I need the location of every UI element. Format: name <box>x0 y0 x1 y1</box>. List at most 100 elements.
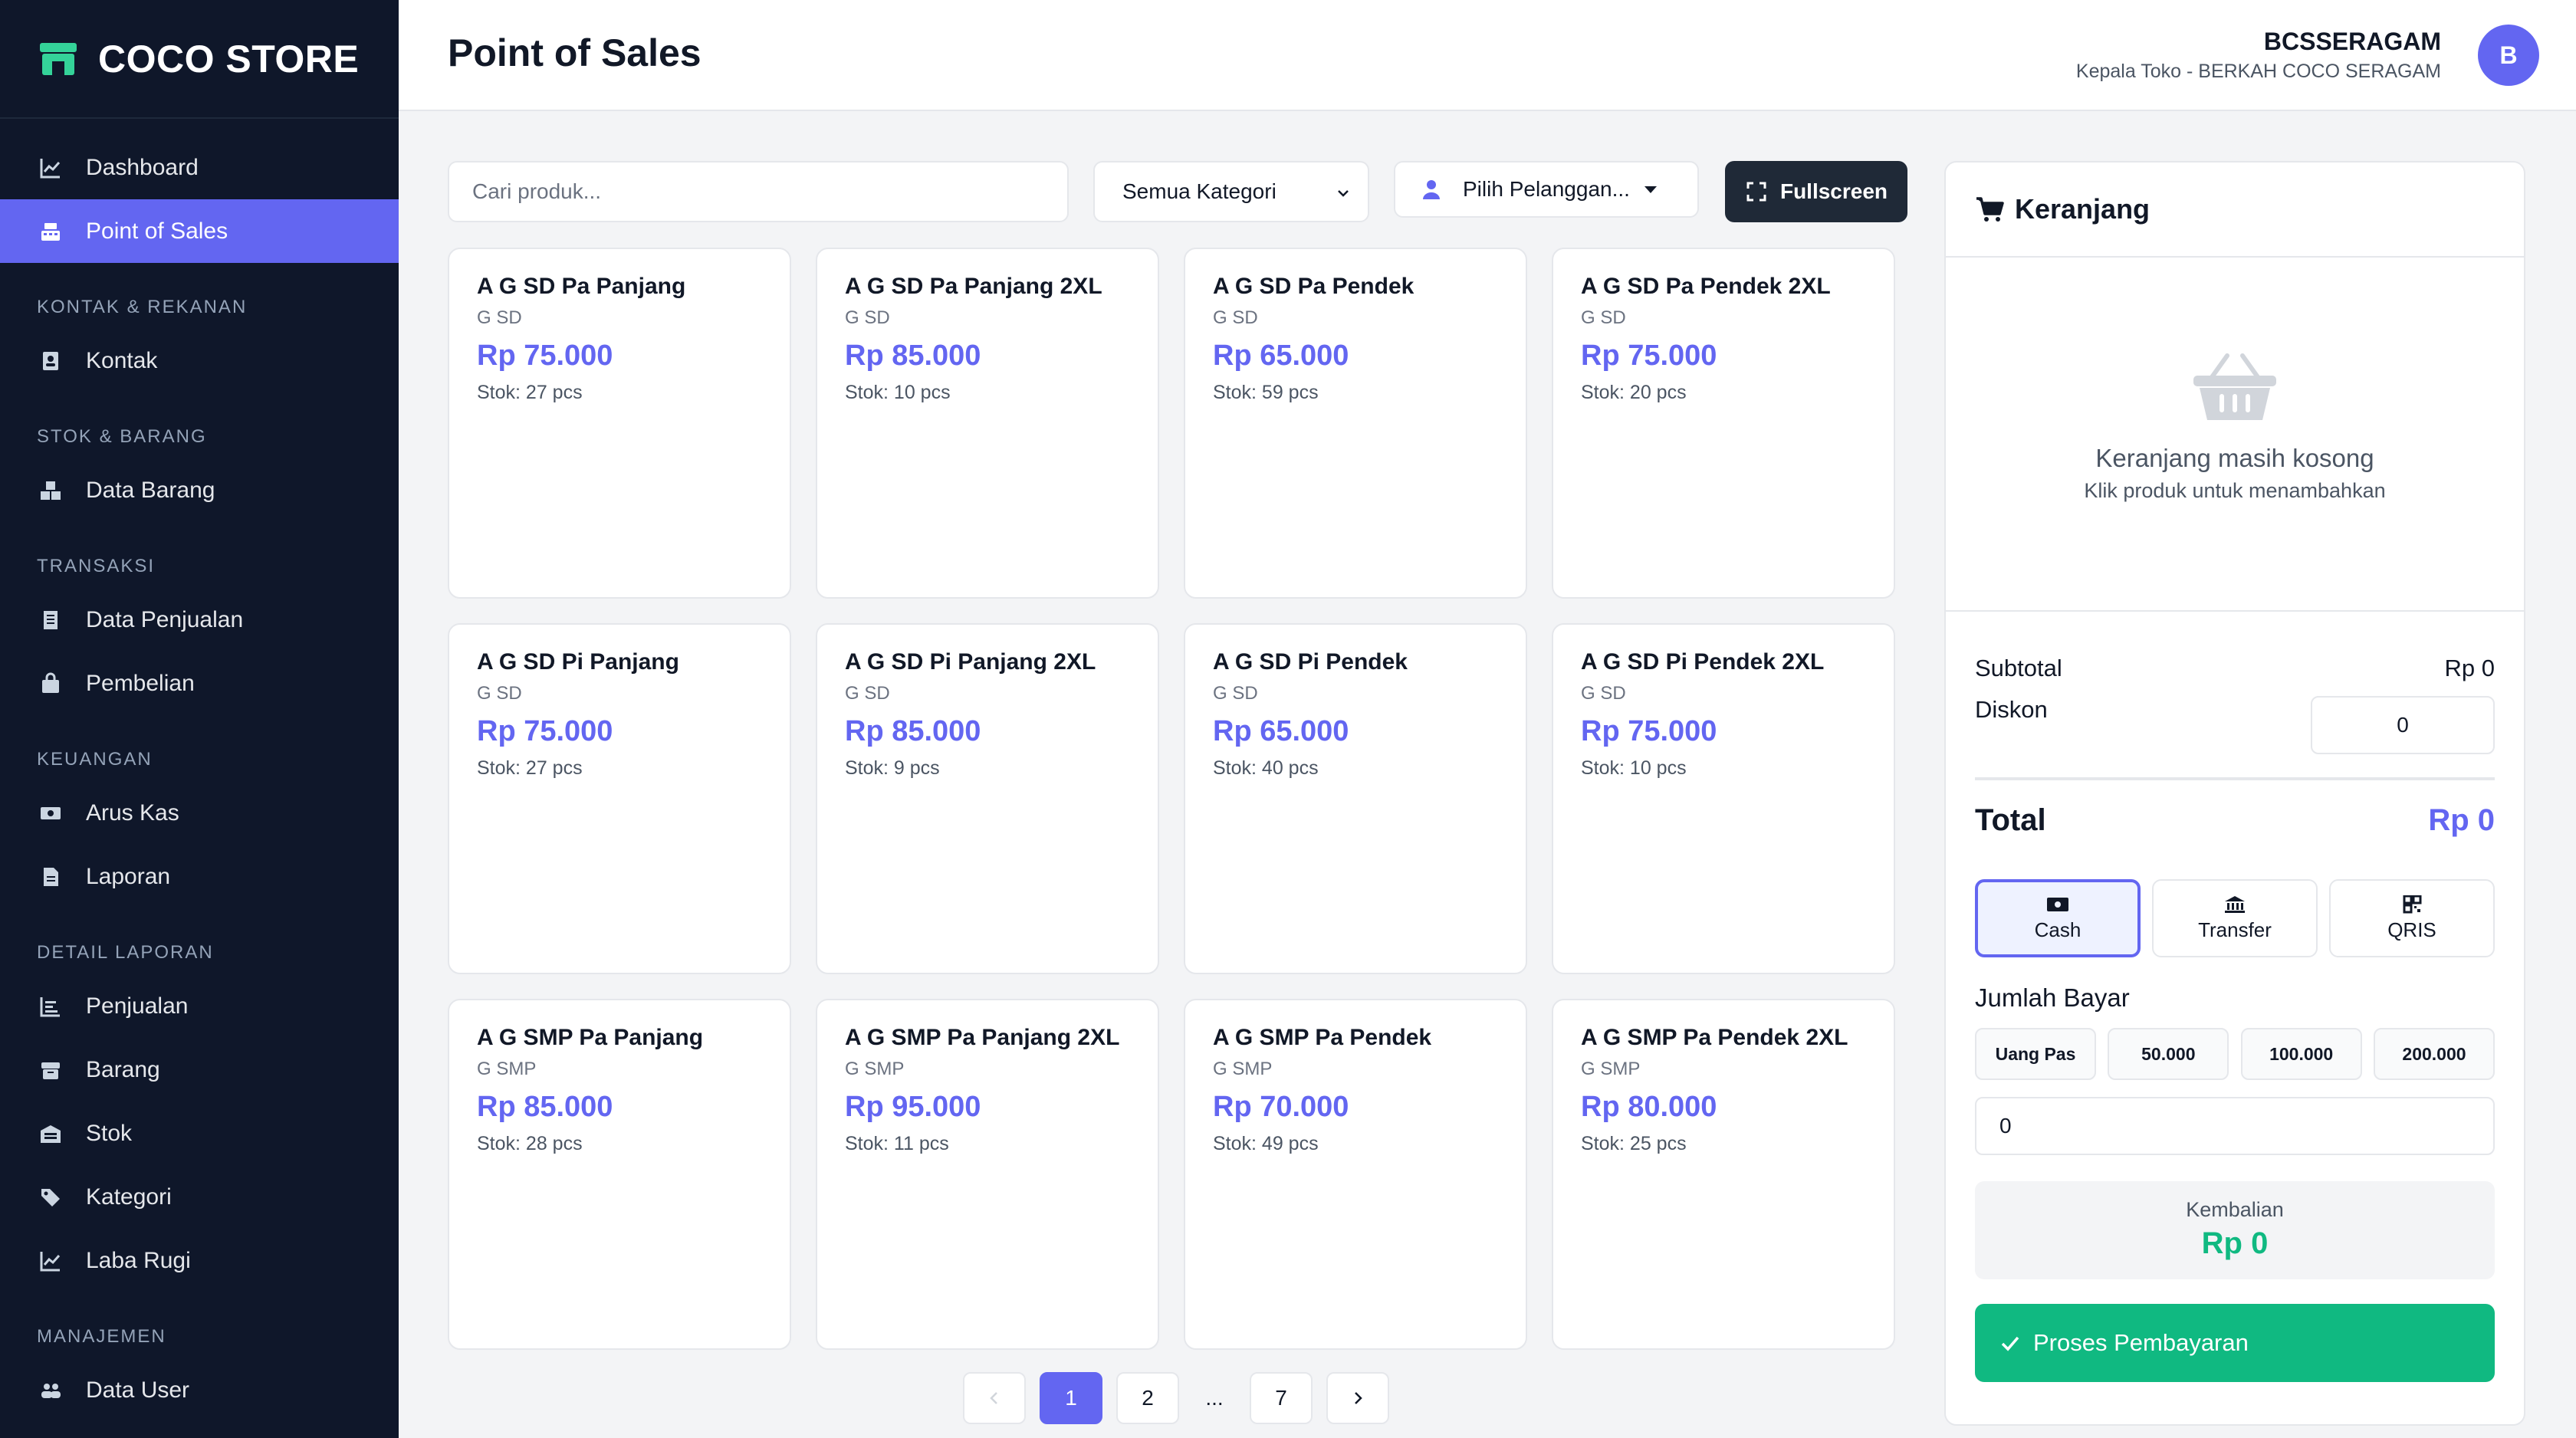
sidebar-section-title: STOK & BARANG <box>37 426 207 447</box>
product-card[interactable]: A G SD Pi Panjang 2XL G SD Rp 85.000 Sto… <box>816 623 1159 974</box>
page-button-7[interactable]: 7 <box>1250 1372 1313 1424</box>
qr-code-icon <box>2403 895 2422 913</box>
product-card[interactable]: A G SMP Pa Panjang 2XL G SMP Rp 95.000 S… <box>816 999 1159 1350</box>
subtotal-value: Rp 0 <box>2444 655 2495 681</box>
users-icon <box>38 1378 63 1403</box>
sidebar-item-label: Penjualan <box>86 993 189 1019</box>
sidebar-item-label: Kontak <box>86 347 158 373</box>
sidebar-item-pembelian[interactable]: Pembelian <box>0 652 399 715</box>
payment-method-transfer[interactable]: Transfer <box>2152 879 2318 957</box>
product-stock: Stok: 10 pcs <box>845 382 951 403</box>
cash-register-icon <box>38 219 63 244</box>
sidebar-item-label: Data User <box>86 1377 190 1403</box>
category-select[interactable]: Semua Kategori <box>1093 161 1369 222</box>
sidebar-item-laporan[interactable]: Laporan <box>0 845 399 908</box>
cart-empty-state: Keranjang masih kosong Klik produk untuk… <box>1946 258 2524 612</box>
caret-down-icon <box>1644 186 1657 193</box>
product-name: A G SD Pa Pendek 2XL <box>1581 274 1831 299</box>
discount-label: Diskon <box>1975 696 2048 723</box>
product-card[interactable]: A G SD Pa Pendek 2XL G SD Rp 75.000 Stok… <box>1552 248 1895 599</box>
fullscreen-button[interactable]: Fullscreen <box>1725 161 1907 222</box>
product-card[interactable]: A G SD Pi Pendek 2XL G SD Rp 75.000 Stok… <box>1552 623 1895 974</box>
sidebar-item-kontak[interactable]: Kontak <box>0 329 399 392</box>
process-payment-button[interactable]: Proses Pembayaran <box>1975 1304 2495 1382</box>
product-category: G SMP <box>1581 1059 1641 1079</box>
sidebar-item-label: Barang <box>86 1056 160 1082</box>
quick-amount-200000[interactable]: 200.000 <box>2373 1028 2495 1080</box>
product-stock: Stok: 20 pcs <box>1581 382 1687 403</box>
check-icon <box>2001 1336 2019 1351</box>
contact-book-icon <box>38 349 63 373</box>
sidebar-item-data-barang[interactable]: Data Barang <box>0 458 399 522</box>
box-icon <box>38 1058 63 1082</box>
product-card[interactable]: A G SD Pa Pendek G SD Rp 65.000 Stok: 59… <box>1184 248 1527 599</box>
pay-amount-input[interactable] <box>1975 1097 2495 1155</box>
product-price: Rp 75.000 <box>1581 715 1717 747</box>
product-card[interactable]: A G SD Pi Pendek G SD Rp 65.000 Stok: 40… <box>1184 623 1527 974</box>
sidebar-item-barang[interactable]: Barang <box>0 1038 399 1101</box>
product-stock: Stok: 25 pcs <box>1581 1133 1687 1154</box>
avatar[interactable]: B <box>2478 25 2539 86</box>
product-card[interactable]: A G SD Pi Panjang G SD Rp 75.000 Stok: 2… <box>448 623 791 974</box>
product-category: G SD <box>1213 307 1258 328</box>
product-price: Rp 75.000 <box>1581 340 1717 372</box>
prev-page-button[interactable] <box>963 1372 1026 1424</box>
payment-method-qris[interactable]: QRIS <box>2329 879 2495 957</box>
product-card[interactable]: A G SMP Pa Panjang G SMP Rp 85.000 Stok:… <box>448 999 791 1350</box>
page-button-1[interactable]: 1 <box>1040 1372 1102 1424</box>
subtotal-label: Subtotal <box>1975 655 2062 681</box>
sidebar-item-arus-kas[interactable]: Arus Kas <box>0 781 399 845</box>
next-page-button[interactable] <box>1326 1372 1389 1424</box>
receipt-icon <box>38 608 63 632</box>
product-stock: Stok: 28 pcs <box>477 1133 583 1154</box>
store-icon <box>40 42 77 75</box>
customer-select[interactable]: Pilih Pelanggan... <box>1394 161 1699 218</box>
user-icon <box>1423 180 1440 199</box>
pagination: 1 2 ... 7 <box>963 1372 1403 1424</box>
fullscreen-label: Fullscreen <box>1779 179 1888 203</box>
quick-amount-exact[interactable]: Uang Pas <box>1975 1028 2096 1080</box>
user-role: Kepala Toko - BERKAH COCO SERAGAM <box>2075 61 2441 82</box>
product-stock: Stok: 27 pcs <box>477 382 583 403</box>
sidebar-item-point-of-sales[interactable]: Point of Sales <box>0 199 399 263</box>
product-name: A G SD Pa Panjang <box>477 274 686 299</box>
change-box: Kembalian Rp 0 <box>1975 1181 2495 1279</box>
product-price: Rp 85.000 <box>477 1091 613 1123</box>
process-payment-label: Proses Pembayaran <box>2033 1329 2249 1356</box>
sidebar-item-stok[interactable]: Stok <box>0 1101 399 1165</box>
sidebar-item-laba-rugi[interactable]: Laba Rugi <box>0 1229 399 1292</box>
page-button-2[interactable]: 2 <box>1116 1372 1179 1424</box>
sidebar-item-label: Stok <box>86 1120 133 1146</box>
product-name: A G SMP Pa Panjang <box>477 1025 704 1050</box>
cart-header: Keranjang <box>1946 163 2524 258</box>
payment-method-cash[interactable]: Cash <box>1975 879 2141 957</box>
sidebar-item-penjualan[interactable]: Penjualan <box>0 974 399 1038</box>
sidebar-section-title: KONTAK & REKANAN <box>37 297 248 317</box>
sidebar-item-data-user[interactable]: Data User <box>0 1358 399 1422</box>
sidebar-item-data-penjualan[interactable]: Data Penjualan <box>0 588 399 652</box>
product-price: Rp 65.000 <box>1213 340 1349 372</box>
product-category: G SMP <box>477 1059 537 1079</box>
sidebar-item-kategori[interactable]: Kategori <box>0 1165 399 1229</box>
product-card[interactable]: A G SD Pa Panjang 2XL G SD Rp 85.000 Sto… <box>816 248 1159 599</box>
sidebar-item-label: Kategori <box>86 1184 172 1210</box>
product-card[interactable]: A G SMP Pa Pendek 2XL G SMP Rp 80.000 St… <box>1552 999 1895 1350</box>
payment-methods: Cash Transfer QRIS <box>1975 879 2495 957</box>
product-stock: Stok: 40 pcs <box>1213 757 1319 779</box>
user-name: BCSSERAGAM <box>2263 28 2441 55</box>
quick-amount-100000[interactable]: 100.000 <box>2240 1028 2362 1080</box>
sidebar-item-dashboard[interactable]: Dashboard <box>0 136 399 199</box>
shopping-cart-icon <box>1976 197 2004 222</box>
product-category: G SMP <box>1213 1059 1273 1079</box>
product-name: A G SMP Pa Pendek <box>1213 1025 1432 1050</box>
product-name: A G SD Pi Panjang 2XL <box>845 649 1096 675</box>
product-card[interactable]: A G SD Pa Panjang G SD Rp 75.000 Stok: 2… <box>448 248 791 599</box>
product-card[interactable]: A G SMP Pa Pendek G SMP Rp 70.000 Stok: … <box>1184 999 1527 1350</box>
product-price: Rp 70.000 <box>1213 1091 1349 1123</box>
quick-amount-50000[interactable]: 50.000 <box>2108 1028 2229 1080</box>
pay-amount-label: Jumlah Bayar <box>1975 983 2130 1012</box>
warehouse-icon <box>38 1121 63 1146</box>
discount-input[interactable] <box>2311 696 2495 754</box>
search-input[interactable] <box>448 161 1069 222</box>
brand[interactable]: COCO STORE <box>0 0 399 119</box>
